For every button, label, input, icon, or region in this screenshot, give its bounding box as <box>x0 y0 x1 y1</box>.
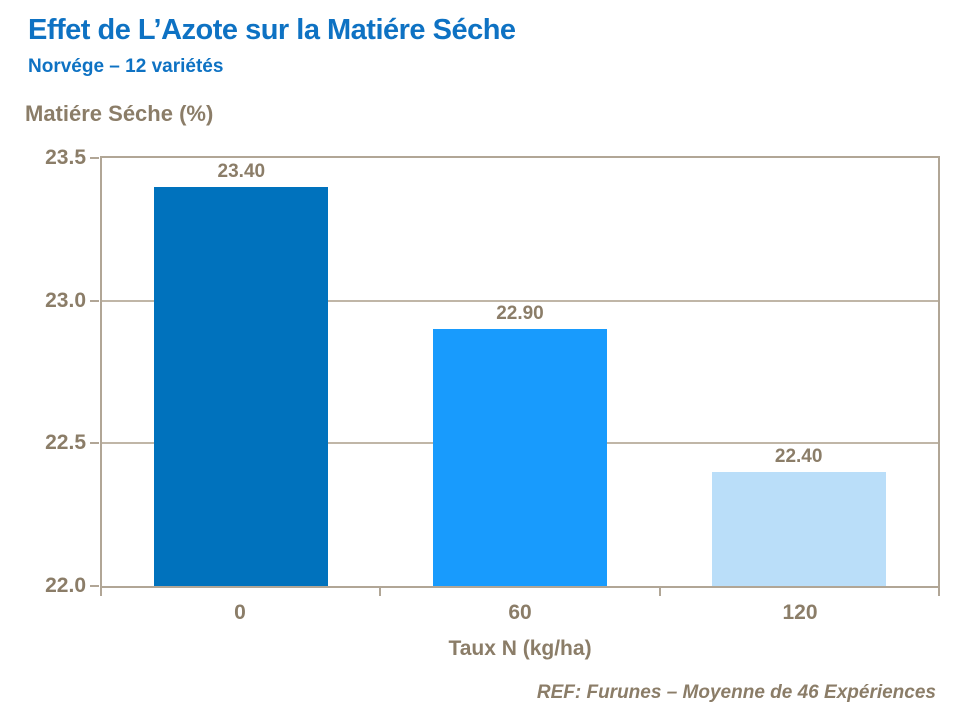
gridline <box>102 299 938 302</box>
bar-value-label: 22.40 <box>774 445 823 467</box>
chart-title: Effet de L’Azote sur la Matiére Séche <box>28 14 516 46</box>
y-tick-mark <box>90 157 99 159</box>
y-tick-label: 22.0 <box>45 574 86 597</box>
y-tick-label: 23.5 <box>45 146 86 169</box>
x-axis-title: Taux N (kg/ha) <box>448 637 592 660</box>
bar <box>711 471 886 586</box>
x-tick-mark <box>938 588 940 596</box>
y-tick-mark <box>90 585 99 587</box>
bar-value-label: 23.40 <box>217 160 266 182</box>
y-tick-label: 23.0 <box>45 288 86 312</box>
plot-area: 23.40 22.90 22.40 <box>100 156 940 588</box>
bar <box>154 186 329 586</box>
x-tick-mark <box>100 588 102 596</box>
y-tick-mark <box>90 299 99 302</box>
y-tick-mark <box>90 442 99 445</box>
x-tick-label: 120 <box>782 601 818 624</box>
bar-value-label: 22.90 <box>496 303 544 325</box>
y-tick-label: 22.5 <box>45 431 86 455</box>
x-tick-mark <box>379 588 381 596</box>
x-tick-mark <box>659 588 661 596</box>
y-axis-title: Matiére Séche (%) <box>25 101 214 126</box>
x-tick-label: 0 <box>234 601 246 624</box>
bar <box>432 329 608 586</box>
x-tick-label: 60 <box>508 601 532 624</box>
chart-subtitle: Norvége – 12 variétés <box>28 56 224 77</box>
reference-text: REF: Furunes – Moyenne de 46 Expériences <box>536 682 936 703</box>
